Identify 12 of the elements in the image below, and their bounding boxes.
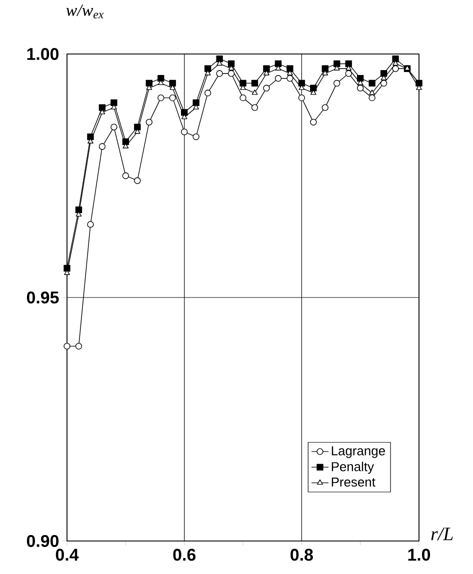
x-tick-label: 0.8 <box>290 548 313 561</box>
x-tick-label: 0.4 <box>56 548 79 561</box>
y-tick-label: 0.95 <box>26 291 59 304</box>
x-axis-title: r/L <box>431 528 453 540</box>
legend-label: Present <box>332 478 376 487</box>
x-tick-label: 1.0 <box>408 548 430 561</box>
y-axis-title: w/w$_{ex}$ <box>66 4 104 18</box>
y-tick-label: 1.00 <box>27 48 59 60</box>
x-tick-label: 0.6 <box>173 548 196 561</box>
legend-label: Penalty <box>332 462 374 474</box>
y-tick-label: 0.90 <box>26 534 59 547</box>
legend-label: Lagrange <box>332 446 385 458</box>
